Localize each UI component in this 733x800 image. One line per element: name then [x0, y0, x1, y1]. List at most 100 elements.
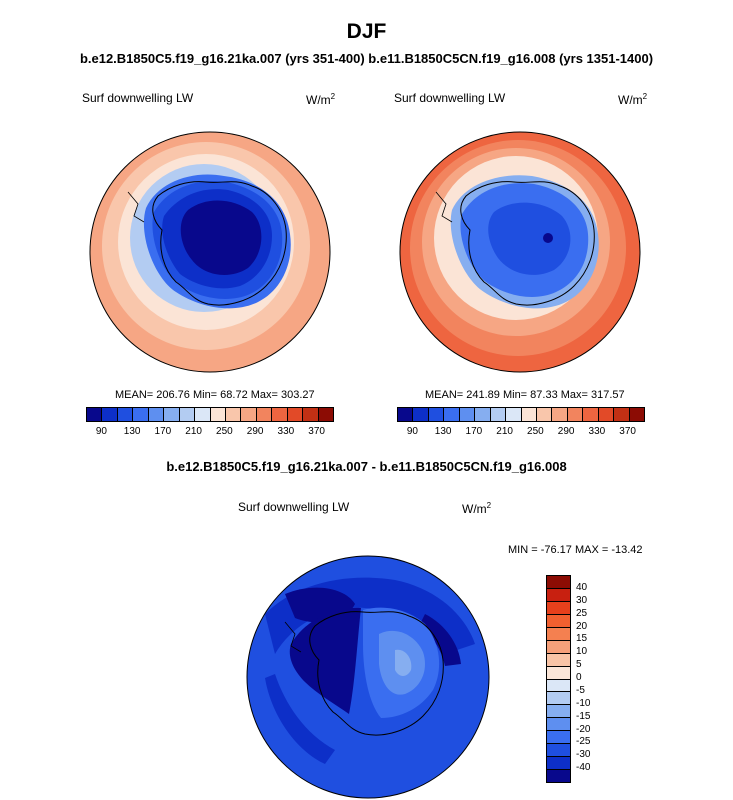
- panel2-polar-map: [399, 131, 641, 373]
- colorbar-swatch: [195, 408, 211, 421]
- diff-variable: Surf downwelling LW: [238, 500, 350, 514]
- colorbar-swatch: [164, 408, 180, 421]
- diff-colorbar-tick-label: -25: [576, 736, 591, 748]
- colorbar-tick-label: 210: [496, 426, 513, 437]
- colorbar-tick-label: 370: [619, 426, 636, 437]
- colorbar-swatch: [444, 408, 460, 421]
- colorbar-swatch: [413, 408, 429, 421]
- diff-minmax: MIN = -76.17 MAX = -13.42: [508, 544, 643, 556]
- diff-colorbar-tick-label: 10: [576, 646, 588, 658]
- diff-colorbar: [546, 575, 571, 783]
- diff-title: b.e12.B1850C5.f19_g16.21ka.007 - b.e11.B…: [166, 459, 567, 474]
- colorbar-swatch: [287, 408, 304, 421]
- diff-colorbar-tick-label: -5: [576, 684, 585, 696]
- case-subtitle: b.e12.B1850C5.f19_g16.21ka.007 (yrs 351-…: [79, 51, 654, 66]
- panel1-units: W/m2: [306, 92, 336, 107]
- colorbar-swatch: [475, 408, 491, 421]
- diff-colorbar-swatch: [547, 653, 570, 667]
- colorbar-swatch: [552, 408, 568, 421]
- diff-colorbar-tick-label: 5: [576, 659, 582, 671]
- colorbar-swatch: [521, 408, 537, 421]
- colorbar-swatch: [210, 408, 226, 421]
- panel1-polar-map: [89, 131, 331, 373]
- diff-colorbar-swatch: [547, 614, 570, 628]
- diff-colorbar-swatch: [547, 705, 570, 719]
- colorbar-swatch: [428, 408, 445, 421]
- colorbar-swatch: [148, 408, 165, 421]
- diff-colorbar-swatch: [547, 692, 570, 706]
- colorbar-tick-label: 130: [123, 426, 141, 437]
- panel1-colorbar-ticks: 90 130 170 210 250 290 330 370: [86, 426, 332, 440]
- diff-colorbar-swatch: [547, 744, 570, 758]
- colorbar-swatch: [225, 408, 242, 421]
- colorbar-tick-label: 130: [434, 426, 452, 437]
- colorbar-tick-label: 90: [95, 426, 107, 437]
- diff-colorbar-swatch: [547, 679, 570, 693]
- colorbar-tick-label: 170: [465, 426, 483, 437]
- page-title: DJF: [346, 20, 387, 43]
- diff-colorbar-tick-label: 0: [576, 672, 582, 683]
- panel2-stats: MEAN= 241.89 Min= 87.33 Max= 317.57: [425, 389, 625, 401]
- colorbar-swatch: [614, 408, 630, 421]
- colorbar-tick-label: 330: [277, 426, 295, 437]
- diff-colorbar-tick-label: -30: [576, 749, 591, 761]
- diff-colorbar-swatch: [547, 770, 570, 782]
- colorbar-swatch: [87, 408, 103, 421]
- diff-colorbar-swatch: [547, 666, 570, 680]
- colorbar-swatch: [241, 408, 257, 421]
- colorbar-swatch: [567, 408, 584, 421]
- diff-colorbar-swatch: [547, 601, 570, 615]
- colorbar-tick-label: 210: [185, 426, 202, 437]
- colorbar-swatch: [318, 408, 333, 421]
- colorbar-swatch: [303, 408, 319, 421]
- diff-colorbar-tick-label: -10: [576, 697, 591, 709]
- diff-colorbar-swatch: [547, 718, 570, 732]
- colorbar-swatch: [133, 408, 149, 421]
- colorbar-swatch: [506, 408, 522, 421]
- colorbar-tick-label: 290: [246, 426, 264, 437]
- diff-colorbar-tick-label: -20: [576, 723, 591, 735]
- colorbar-tick-label: 370: [308, 426, 325, 437]
- diff-colorbar-tick-label: 25: [576, 607, 588, 619]
- colorbar-swatch: [272, 408, 288, 421]
- diff-colorbar-ticks: 40 30 25 20 15 10 5 0 -5 -10 -15 -20 -25 -30 -40: [576, 575, 606, 781]
- panel2-colorbar: [397, 407, 645, 422]
- panel2-variable: Surf downwelling LW: [394, 91, 506, 105]
- colorbar-tick-label: 250: [527, 426, 544, 437]
- diff-colorbar-swatch: [547, 576, 570, 589]
- colorbar-swatch: [117, 408, 134, 421]
- colorbar-swatch: [459, 408, 476, 421]
- colorbar-tick-label: 90: [406, 426, 418, 437]
- panel2-colorbar-ticks: 90 130 170 210 250 290 330 370: [397, 426, 643, 440]
- colorbar-swatch: [490, 408, 507, 421]
- colorbar-swatch: [398, 408, 414, 421]
- diff-colorbar-swatch: [547, 731, 570, 745]
- diff-colorbar-tick-label: 40: [576, 581, 588, 593]
- colorbar-swatch: [179, 408, 196, 421]
- colorbar-tick-label: 290: [557, 426, 575, 437]
- colorbar-swatch: [629, 408, 644, 421]
- diff-colorbar-tick-label: -40: [576, 762, 591, 774]
- colorbar-swatch: [598, 408, 615, 421]
- diff-polar-map: [246, 555, 490, 799]
- colorbar-tick-label: 330: [588, 426, 606, 437]
- colorbar-swatch: [583, 408, 599, 421]
- colorbar-swatch: [256, 408, 273, 421]
- colorbar-swatch: [536, 408, 553, 421]
- colorbar-swatch: [102, 408, 118, 421]
- colorbar-tick-label: 250: [216, 426, 233, 437]
- diff-colorbar-tick-label: 30: [576, 594, 588, 606]
- diff-colorbar-swatch: [547, 627, 570, 641]
- panel2-units: W/m2: [618, 92, 648, 107]
- diff-colorbar-swatch: [547, 588, 570, 602]
- panel1-stats: MEAN= 206.76 Min= 68.72 Max= 303.27: [115, 389, 315, 401]
- diff-colorbar-swatch: [547, 757, 570, 771]
- colorbar-tick-label: 170: [154, 426, 172, 437]
- diff-colorbar-tick-label: 20: [576, 620, 588, 632]
- diff-colorbar-swatch: [547, 640, 570, 654]
- diff-colorbar-tick-label: 15: [576, 633, 588, 645]
- diff-colorbar-tick-label: -15: [576, 710, 591, 722]
- panel1-variable: Surf downwelling LW: [82, 91, 194, 105]
- diff-units: W/m2: [462, 501, 492, 516]
- panel1-colorbar: [86, 407, 334, 422]
